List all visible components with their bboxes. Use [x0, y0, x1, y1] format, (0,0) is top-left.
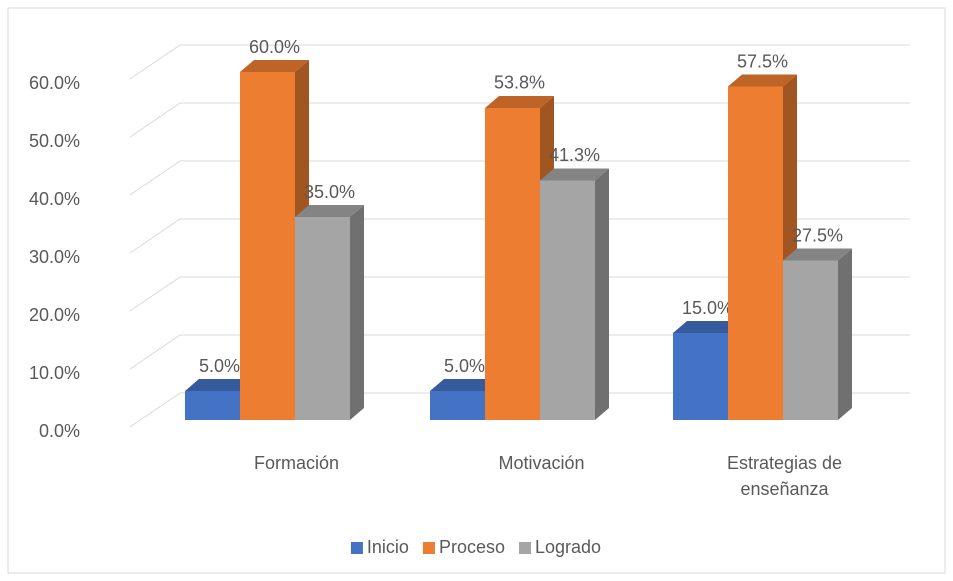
grid-line — [129, 392, 910, 428]
value-label: 53.8% — [494, 73, 545, 93]
bar-top — [430, 379, 499, 391]
y-tick-label: 50.0% — [29, 131, 80, 151]
bar-top — [540, 168, 609, 181]
bar-front — [185, 391, 240, 420]
bar — [783, 248, 852, 420]
y-tick-label: 0.0% — [39, 421, 80, 441]
value-label: 15.0% — [682, 298, 733, 318]
bar-front — [783, 260, 838, 420]
grid-line — [129, 160, 910, 196]
value-label: 27.5% — [792, 225, 843, 245]
value-label: 35.0% — [304, 182, 355, 202]
y-tick-label: 60.0% — [29, 73, 80, 93]
bar-side — [838, 248, 852, 420]
legend-swatch — [350, 542, 363, 554]
bar-top — [673, 321, 742, 333]
bar-top — [728, 74, 797, 87]
grid-line — [129, 44, 910, 80]
grid-line — [129, 102, 910, 138]
bar-top — [485, 95, 554, 108]
bar-front — [540, 180, 595, 420]
bar-front — [485, 107, 540, 421]
bar-top — [185, 379, 254, 391]
bar-front — [240, 72, 295, 420]
legend-label: Inicio — [367, 537, 409, 557]
bar — [295, 205, 364, 420]
grid-line — [129, 334, 910, 370]
bar-front — [430, 391, 485, 420]
y-tick-label: 20.0% — [29, 305, 80, 325]
x-tick-label: Estrategias de enseñanza — [726, 453, 843, 499]
y-tick-label: 30.0% — [29, 247, 80, 267]
y-tick-label: 10.0% — [29, 363, 80, 383]
bar-top — [240, 60, 309, 72]
x-tick-label: Motivación — [498, 453, 585, 473]
grid-line — [129, 276, 910, 312]
bar-front — [673, 333, 728, 420]
bar-front — [295, 217, 350, 420]
value-label: 60.0% — [249, 37, 300, 57]
value-label: 5.0% — [444, 356, 485, 376]
bar-side — [595, 168, 609, 420]
bar-top — [783, 248, 852, 261]
bar-front — [728, 86, 783, 420]
legend-label: Logrado — [535, 537, 601, 557]
legend-swatch — [519, 542, 532, 554]
legend-swatch — [422, 542, 435, 554]
y-tick-label: 40.0% — [29, 189, 80, 209]
value-label: 57.5% — [737, 51, 788, 71]
value-label: 41.3% — [549, 145, 600, 165]
x-tick-label: Formación — [253, 453, 340, 473]
grid-line — [129, 218, 910, 254]
bar-top — [295, 205, 364, 217]
bar — [540, 168, 609, 420]
legend-label: Proceso — [439, 537, 505, 557]
bar-side — [350, 205, 364, 420]
value-label: 5.0% — [199, 356, 240, 376]
